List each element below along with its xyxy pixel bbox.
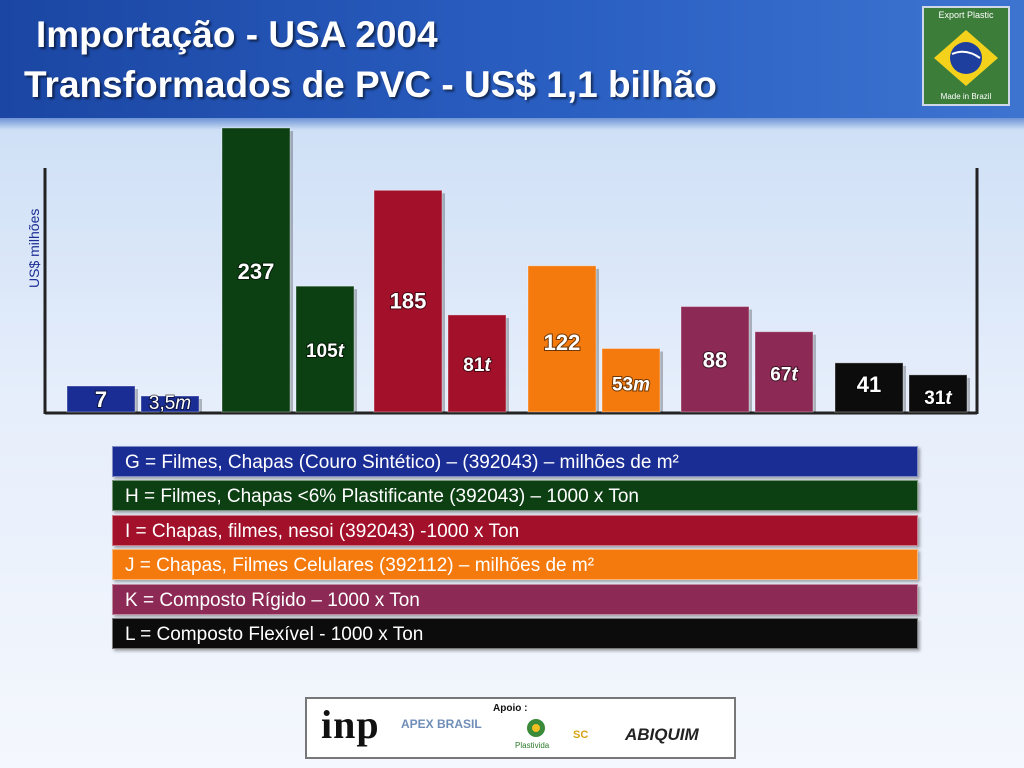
bar-unit-label: m [175, 393, 191, 414]
bar-value-label: 31t [924, 388, 952, 409]
bar-value-label: 122 [544, 330, 581, 355]
bar-rect [601, 347, 661, 413]
bar-l-quantity: 31t [908, 374, 970, 413]
bar-rect [295, 285, 355, 413]
bar-rect [447, 314, 507, 413]
y-axis-label: US$ milhões [26, 209, 42, 288]
bar-rect [680, 306, 750, 413]
title-bar: Importação - USA 2004 Transformados de P… [0, 0, 1024, 118]
bar-rect [221, 127, 291, 413]
brazil-flag-icon [934, 30, 998, 86]
bar-value-label: 53m [612, 374, 650, 395]
bar-value-label: 105t [306, 341, 345, 362]
bar-value-label: 3,5m [149, 393, 191, 414]
bar-unit-label: m [633, 374, 650, 395]
bar-j-value: 122 [527, 265, 599, 413]
bar-unit-label: t [338, 341, 345, 362]
bar-unit-label: t [791, 365, 798, 386]
bar-rect [908, 374, 968, 413]
bar-value-label: 185 [390, 288, 427, 313]
legend-item: H = Filmes, Chapas <6% Plastificante (39… [112, 480, 918, 512]
bar-rect [373, 189, 443, 413]
legend-item: J = Chapas, Filmes Celulares (392112) – … [112, 549, 918, 581]
plastivida-logo: Plastivida [515, 741, 550, 750]
bar-value-label: 41 [857, 372, 881, 397]
bar-value-label: 81t [463, 355, 491, 376]
inp-logo: inp [321, 702, 380, 747]
bar-rect [834, 362, 904, 413]
sc-logo: SC [573, 729, 589, 741]
bar-h-quantity: 105t [295, 285, 357, 413]
bar-value-label: 237 [238, 259, 275, 284]
bar-chart: US$ milhões 7 3,5m 237 105t 185 81t 122 53m 88 67… [26, 127, 979, 415]
bar-g-value: 7 [66, 385, 138, 413]
bar-value-label: 67t [770, 365, 798, 386]
apoio-label: Apoio : [493, 703, 528, 714]
bar-rect [527, 265, 597, 413]
bar-value-label: 7 [95, 387, 107, 412]
title-line-2: Transformados de PVC - US$ 1,1 bilhão [24, 64, 717, 105]
logo-text-bottom: Made in Brazil [940, 92, 992, 101]
export-plastic-logo: Export Plastic Made in Brazil [922, 6, 1010, 106]
bar-k-quantity: 67t [754, 331, 816, 413]
plastivida-icon [527, 719, 545, 737]
bar-rect [66, 385, 136, 413]
legend-item: L = Composto Flexível - 1000 x Ton [112, 617, 918, 649]
bar-value-label: 88 [703, 348, 727, 373]
legend-item: K = Composto Rígido – 1000 x Ton [112, 583, 918, 615]
bar-unit-label: t [484, 355, 491, 376]
bar-unit-label: t [945, 388, 952, 409]
bar-i-value: 185 [373, 189, 445, 413]
legend-item: I = Chapas, filmes, nesoi (392043) -1000… [112, 514, 918, 546]
bar-i-quantity: 81t [447, 314, 509, 413]
bar-rect [140, 395, 200, 413]
legend-item: G = Filmes, Chapas (Couro Sintético) – (… [112, 446, 918, 477]
bar-j-quantity: 53m [601, 347, 663, 413]
logo-text-top: Export Plastic [938, 10, 994, 20]
apex-logo: APEX BRASIL [401, 717, 482, 731]
sponsors-footer: inp APEX BRASIL Apoio : Plastivida SC AB… [305, 697, 736, 759]
bar-l-value: 41 [834, 362, 906, 413]
abiquim-logo: ABIQUIM [625, 725, 699, 744]
bar-k-value: 88 [680, 306, 752, 413]
bar-h-value: 237 [221, 127, 293, 413]
legend: G = Filmes, Chapas (Couro Sintético) – (… [112, 446, 918, 652]
bar-g-quantity: 3,5m [140, 392, 202, 415]
bar-rect [754, 331, 814, 413]
title-line-1: Importação - USA 2004 [36, 14, 438, 55]
